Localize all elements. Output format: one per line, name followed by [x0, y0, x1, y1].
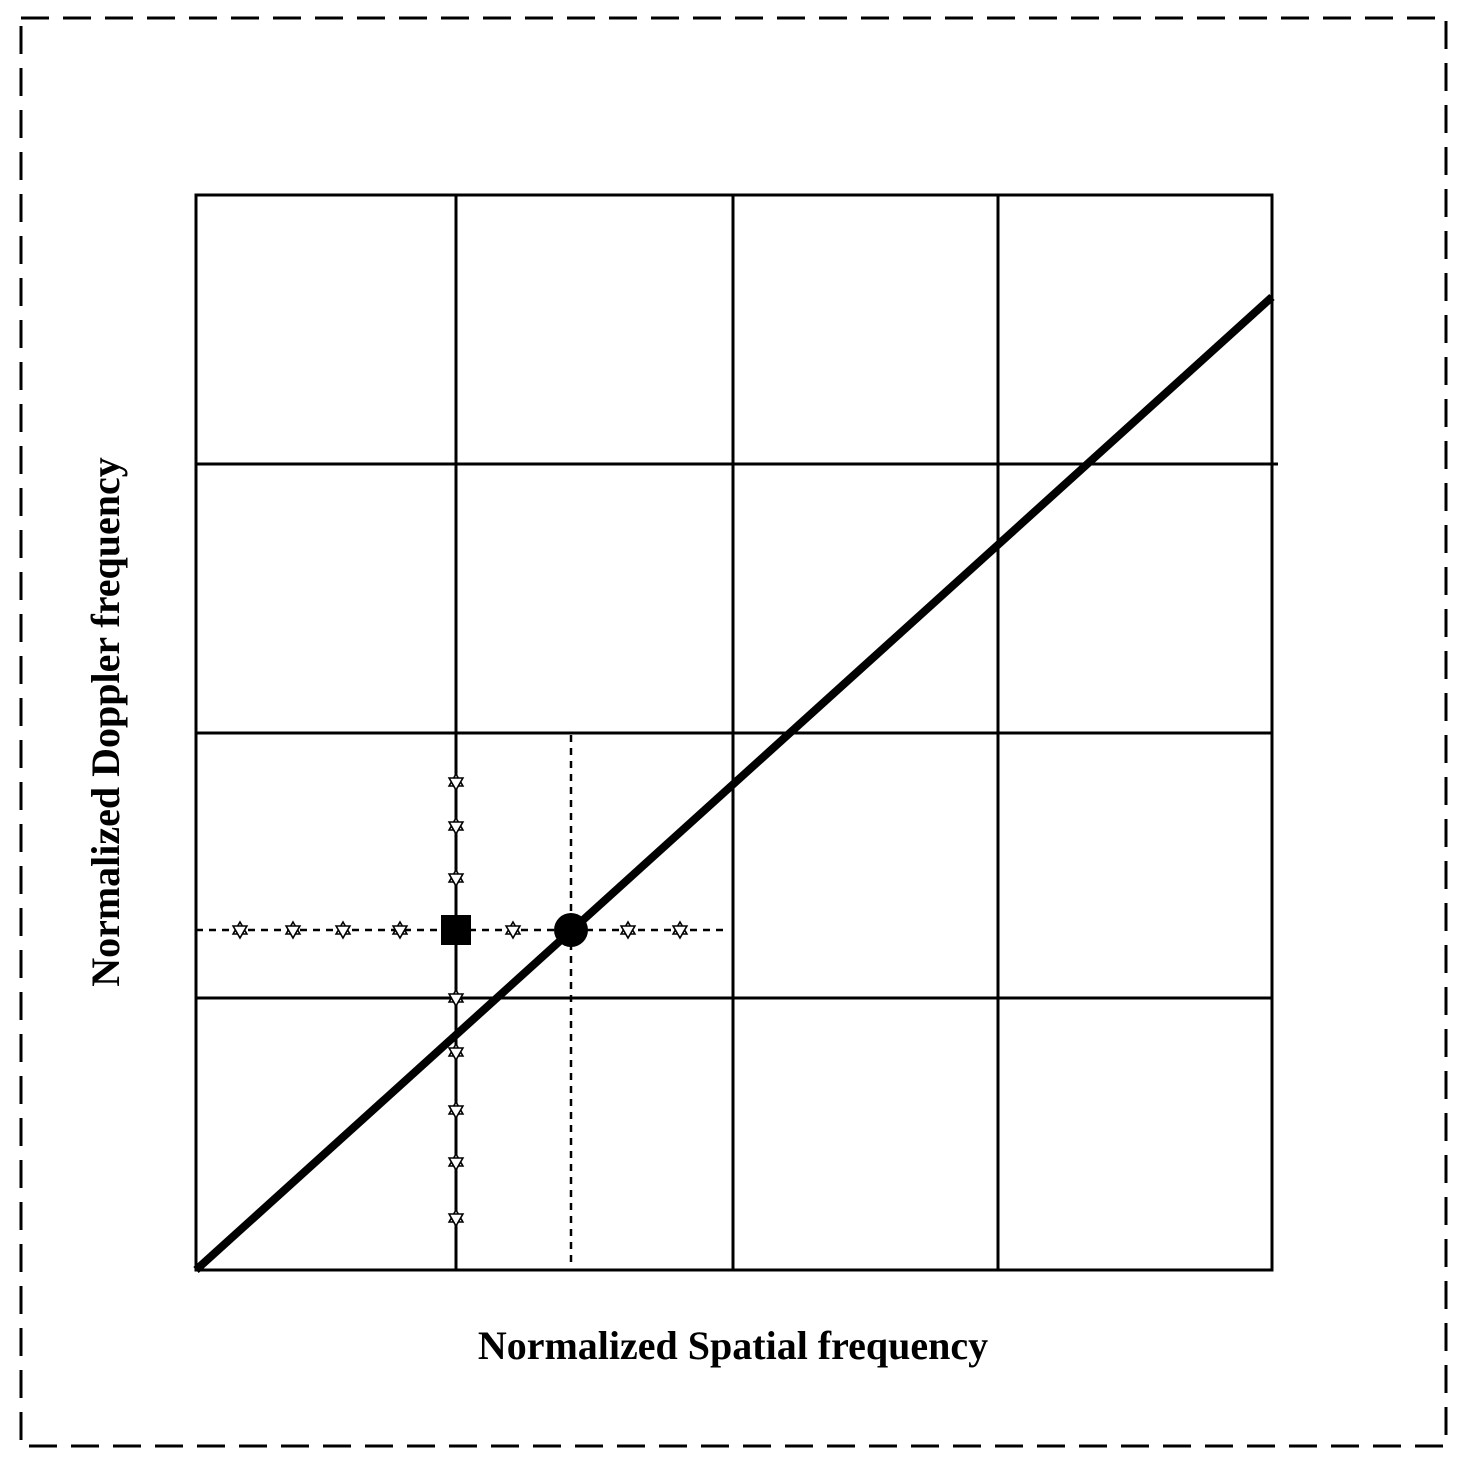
- star: [448, 1043, 464, 1061]
- star: [335, 921, 351, 939]
- star: [448, 1101, 464, 1119]
- grid: [194, 193, 1278, 1272]
- star: [285, 921, 301, 939]
- x-axis-label: Normalized Spatial frequency: [478, 1323, 988, 1368]
- circle-marker: [554, 913, 588, 947]
- star: [620, 921, 636, 939]
- star: [448, 869, 464, 887]
- star: [448, 1153, 464, 1171]
- star: [232, 921, 248, 939]
- star: [448, 773, 464, 791]
- star: [392, 921, 408, 939]
- star-markers: [232, 773, 688, 1227]
- star: [505, 921, 521, 939]
- star: [448, 817, 464, 835]
- square-marker: [441, 915, 471, 945]
- y-axis-label: Normalized Doppler frequency: [83, 457, 128, 987]
- star: [672, 921, 688, 939]
- diagonal-line: [193, 294, 1275, 1273]
- star: [448, 989, 464, 1007]
- star: [448, 1209, 464, 1227]
